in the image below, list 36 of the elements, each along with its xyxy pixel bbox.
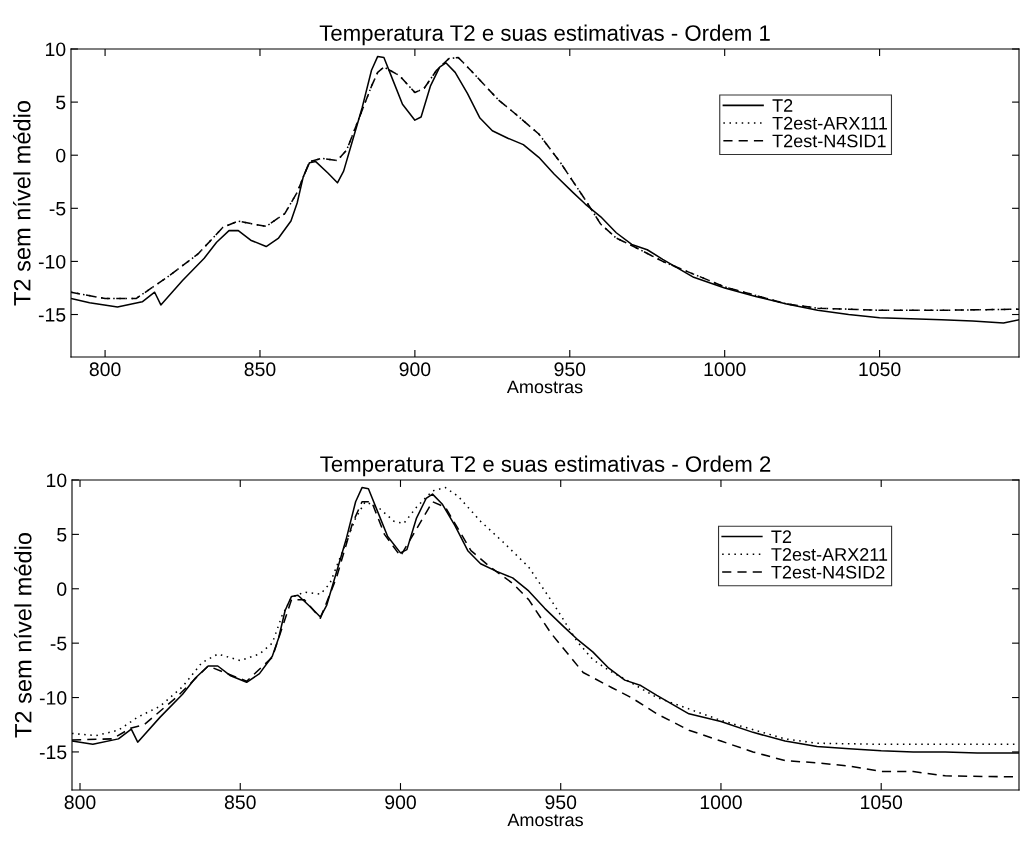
y-tick-label: -5 <box>50 636 67 651</box>
x-tick-label: 800 <box>64 795 96 810</box>
legend-label: T2est-N4SID2 <box>771 565 885 579</box>
y-tick-label: -15 <box>39 745 67 760</box>
x-tick-label: 850 <box>244 362 276 377</box>
x-axis-title: Amostras <box>506 380 583 394</box>
y-tick-label: -10 <box>39 691 67 705</box>
y-tick-label: 5 <box>57 528 67 542</box>
legend-label: T2est-ARX211 <box>771 548 888 561</box>
x-tick-label: 1000 <box>704 362 746 377</box>
legend-label: T2est-N4SID1 <box>772 134 886 148</box>
chart-title: Temperatura T2 e suas estimativas - Ordem 1 <box>319 24 770 46</box>
y-tick-label: -15 <box>38 308 66 322</box>
y-tick-label: -5 <box>49 201 66 216</box>
x-tick-label: 1050 <box>859 362 901 377</box>
y-tick-label: 0 <box>57 582 67 597</box>
x-tick-label: 950 <box>545 795 577 810</box>
y-axis-title: T2 sem nível médio <box>12 100 31 306</box>
y-tick-label: 0 <box>56 148 66 163</box>
y-tick-label: 10 <box>46 42 66 57</box>
chart-title: Temperatura T2 e suas estimativas - Ordem 2 <box>320 455 771 477</box>
legend-label: T2 <box>772 99 793 112</box>
x-axis-title: Amostras <box>507 813 583 827</box>
x-tick-label: 1050 <box>861 795 903 810</box>
x-tick-label: 950 <box>554 362 586 377</box>
legend-label: T2 <box>771 530 792 543</box>
y-tick-label: 10 <box>47 473 67 488</box>
y-tick-label: -10 <box>38 254 66 269</box>
x-tick-label: 1000 <box>700 795 742 810</box>
x-tick-label: 850 <box>224 795 256 810</box>
y-tick-label: 5 <box>56 95 66 110</box>
x-tick-label: 900 <box>399 362 431 377</box>
legend-label: T2est-ARX111 <box>772 116 887 130</box>
x-tick-label: 900 <box>385 795 416 810</box>
y-axis-title: T2 sem nível médio <box>13 532 32 738</box>
x-tick-label: 800 <box>89 362 121 377</box>
